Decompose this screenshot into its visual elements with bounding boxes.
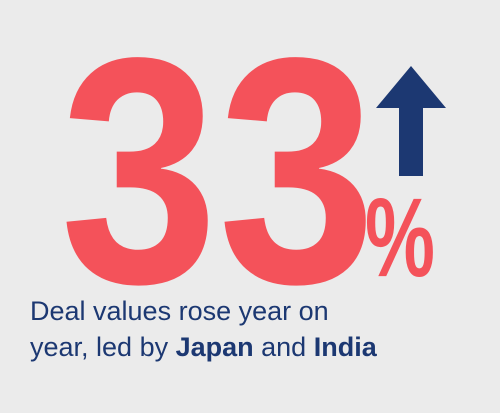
caption-line-2-prefix: year, led by: [30, 332, 176, 362]
headline-value-text: 33: [60, 42, 376, 287]
caption-connector: and: [253, 332, 314, 362]
highlight-japan: Japan: [175, 332, 254, 362]
up-arrow-icon: [376, 66, 446, 176]
caption-line-1: Deal values rose year on: [30, 296, 329, 326]
headline-percentage-value: 33: [58, 42, 378, 287]
percent-sign: %: [364, 192, 436, 278]
percent-sign-text: %: [365, 192, 435, 278]
caption-text: Deal values rose year on year, led by Ja…: [30, 293, 490, 365]
highlight-india: India: [313, 332, 377, 362]
